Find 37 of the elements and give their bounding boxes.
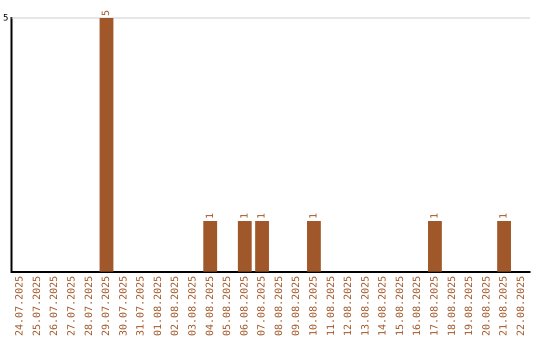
x-tick-label: 16.08.2025 <box>412 276 424 336</box>
x-tick-label: 24.07.2025 <box>14 276 26 336</box>
x-tick-label: 15.08.2025 <box>394 276 406 336</box>
x-tick-label: 27.07.2025 <box>66 276 78 336</box>
x-tick-label: 06.08.2025 <box>239 276 250 336</box>
x-tick-label: 12.08.2025 <box>343 276 354 336</box>
x-tick-label: 01.08.2025 <box>152 276 164 336</box>
x-tick-label: 10.08.2025 <box>308 276 320 336</box>
x-tick-label: 13.08.2025 <box>360 276 372 336</box>
x-tick-label: 08.08.2025 <box>274 276 285 336</box>
x-tick-label: 25.07.2025 <box>32 276 43 336</box>
x-tick-label: 20.08.2025 <box>481 276 492 336</box>
data-label: 1 <box>308 213 320 220</box>
x-tick-label: 18.08.2025 <box>446 276 458 336</box>
data-label: 5 <box>101 10 112 16</box>
data-label: 1 <box>498 213 510 220</box>
x-tick-label: 14.08.2025 <box>378 276 389 336</box>
x-tick-label: 11.08.2025 <box>326 276 337 336</box>
x-tick-label: 26.07.2025 <box>49 276 60 336</box>
x-tick-label: 22.08.2025 <box>516 276 527 336</box>
data-label: 1 <box>256 213 268 220</box>
x-tick-label: 03.08.2025 <box>188 276 199 336</box>
x-tick-label: 05.08.2025 <box>222 276 234 336</box>
x-tick-label: 19.08.2025 <box>464 276 476 336</box>
x-tick-label: 28.07.2025 <box>84 276 95 336</box>
data-label: 1 <box>204 213 216 220</box>
x-tick-label: 07.08.2025 <box>256 276 268 336</box>
x-tick-label: 31.07.2025 <box>136 276 147 336</box>
x-tick-label: 29.07.2025 <box>101 276 112 336</box>
x-tick-label: 04.08.2025 <box>204 276 216 336</box>
x-tick-label: 17.08.2025 <box>430 276 441 336</box>
x-tick-label: 30.07.2025 <box>118 276 130 336</box>
x-tick-label: 02.08.2025 <box>170 276 182 336</box>
data-label: 1 <box>239 213 250 220</box>
x-tick-label: 09.08.2025 <box>291 276 302 336</box>
x-tick-label: 21.08.2025 <box>498 276 510 336</box>
data-label: 1 <box>430 213 441 220</box>
